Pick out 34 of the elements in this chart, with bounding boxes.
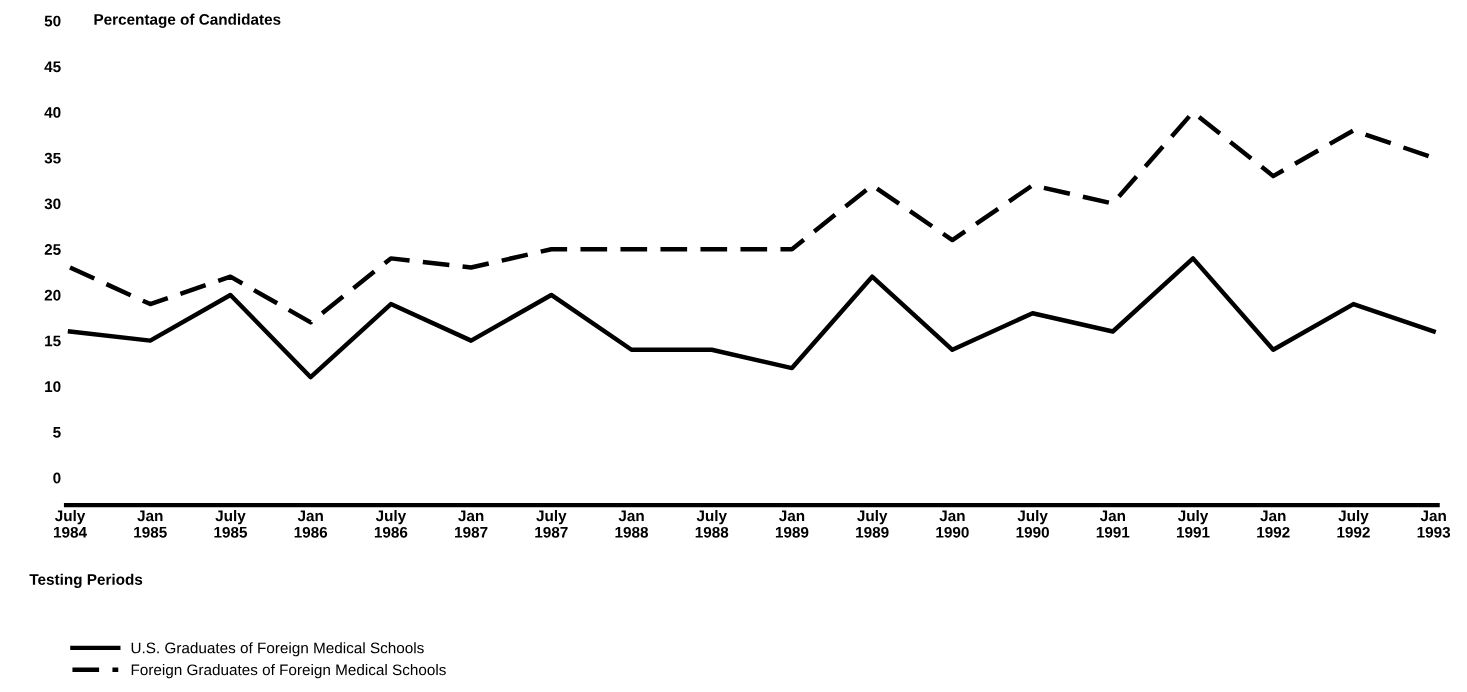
- y-tick-label: 15: [45, 335, 61, 347]
- x-tick-label: July 1987: [535, 510, 568, 538]
- x-axis-title: Testing Periods: [29, 573, 143, 588]
- x-tick-label: Jan 1985: [134, 510, 167, 538]
- legend-label: Foreign Graduates of Foreign Medical Schools: [131, 664, 446, 679]
- legend-label: U.S. Graduates of Foreign Medical Schools: [131, 642, 424, 657]
- x-tick-label: Jan 1993: [1417, 510, 1451, 538]
- x-tick-label: July 1991: [1176, 510, 1210, 538]
- x-tick-label: July 1989: [856, 510, 889, 538]
- x-tick-label: Jan 1988: [615, 510, 649, 538]
- x-tick-label: Jan 1991: [1096, 510, 1130, 538]
- y-tick-label: 45: [44, 61, 61, 73]
- y-tick-label: 40: [44, 107, 61, 118]
- y-tick-label: 50: [44, 15, 61, 27]
- x-tick-label: July 1985: [214, 510, 248, 538]
- y-tick-label: 10: [45, 381, 61, 393]
- x-tick-label: July 1990: [1016, 510, 1049, 538]
- y-tick-label: 5: [53, 427, 61, 438]
- y-tick-label: 30: [44, 198, 61, 210]
- y-tick-label: 20: [44, 289, 61, 301]
- x-tick-label: Jan 1987: [455, 510, 488, 538]
- line-series: [67, 256, 1436, 380]
- y-tick-label: 25: [44, 244, 61, 255]
- y-axis-title: Percentage of Candidates: [94, 13, 281, 28]
- x-tick-label: Jan 1990: [936, 510, 969, 538]
- y-tick-label: 35: [44, 152, 61, 164]
- x-tick-label: Jan 1992: [1257, 510, 1290, 538]
- x-tick-label: Jan 1989: [775, 510, 809, 538]
- y-tick-label: 0: [53, 472, 61, 484]
- x-tick-label: July 1988: [695, 510, 729, 538]
- x-tick-label: Jan 1986: [294, 510, 328, 538]
- x-tick-label: July 1984: [54, 510, 87, 538]
- x-tick-label: July 1986: [374, 510, 408, 538]
- x-tick-label: July 1992: [1337, 510, 1370, 538]
